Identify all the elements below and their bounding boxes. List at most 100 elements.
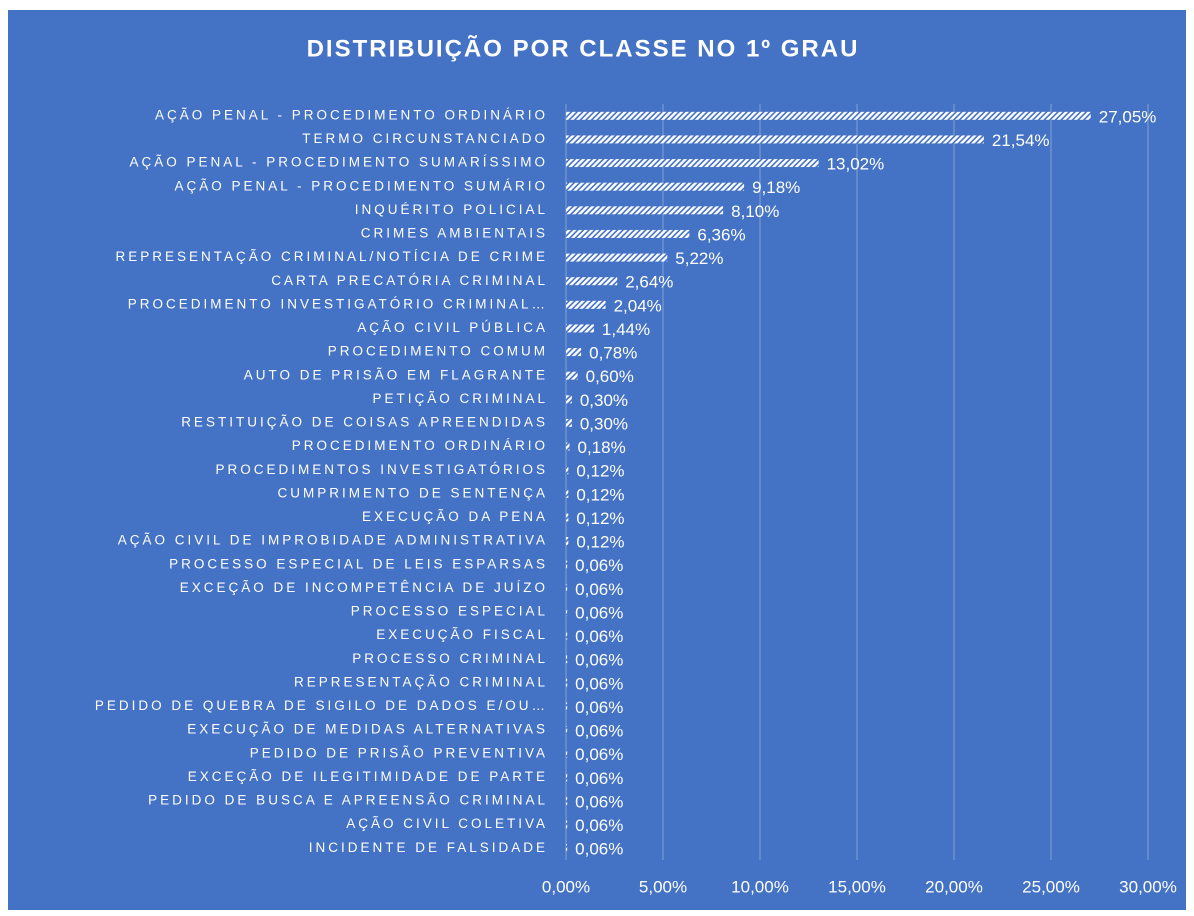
y-tick-label: PEDIDO DE QUEBRA DE SIGILO DE DADOS E/OU… (95, 698, 548, 713)
value-label: 8,10% (731, 202, 779, 221)
value-label: 0,30% (580, 414, 628, 433)
x-tick-label: 20,00% (925, 877, 983, 896)
y-tick-label: INQUÉRITO POLICIAL (355, 202, 548, 217)
value-label: 0,06% (575, 556, 623, 575)
bar (566, 655, 568, 664)
value-label: 0,06% (575, 792, 623, 811)
x-tick-label: 30,00% (1119, 877, 1177, 896)
value-label: 0,12% (576, 485, 624, 504)
bar (566, 395, 572, 404)
value-label: 0,06% (575, 603, 623, 622)
x-tick-label: 5,00% (639, 877, 687, 896)
bar (566, 277, 618, 286)
y-tick-label: PROCESSO ESPECIAL DE LEIS ESPARSAS (169, 556, 548, 571)
y-tick-label: AUTO DE PRISÃO EM FLAGRANTE (244, 367, 548, 382)
bar (566, 418, 572, 427)
value-label: 21,54% (992, 131, 1050, 150)
y-tick-label: CUMPRIMENTO DE SENTENÇA (277, 485, 548, 500)
bar (566, 773, 568, 782)
bar (566, 584, 568, 593)
y-tick-label: EXECUÇÃO DE MEDIDAS ALTERNATIVAS (187, 722, 548, 737)
value-label: 0,60% (586, 367, 634, 386)
value-label: 0,06% (575, 580, 623, 599)
bar (566, 348, 582, 357)
y-tick-label: PROCEDIMENTOS INVESTIGATÓRIOS (215, 462, 548, 477)
bar (566, 678, 568, 687)
bar (566, 726, 568, 735)
value-label: 0,06% (575, 674, 623, 693)
bar (566, 135, 984, 144)
y-tick-label: CRIMES AMBIENTAIS (361, 226, 548, 241)
bar (566, 489, 569, 498)
bar (566, 607, 568, 616)
y-tick-label: RESTITUIÇÃO DE COISAS APREENDIDAS (181, 415, 548, 430)
y-tick-label: PETIÇÃO CRIMINAL (372, 391, 548, 406)
value-label: 0,06% (575, 816, 623, 835)
x-tick-label: 15,00% (828, 877, 886, 896)
bar (566, 537, 569, 546)
y-tick-label: PEDIDO DE BUSCA E APREENSÃO CRIMINAL (148, 793, 548, 808)
value-label: 2,64% (625, 273, 673, 292)
value-label: 0,06% (575, 840, 623, 859)
value-label: 0,12% (576, 533, 624, 552)
y-tick-label: AÇÃO CIVIL COLETIVA (346, 816, 548, 831)
bar (566, 560, 568, 569)
value-label: 9,18% (752, 178, 800, 197)
bar (566, 182, 745, 191)
y-tick-label: EXECUÇÃO FISCAL (376, 627, 548, 642)
value-label: 0,12% (576, 462, 624, 481)
value-label: 0,06% (575, 627, 623, 646)
value-label: 0,06% (575, 651, 623, 670)
bar (566, 844, 568, 853)
x-tick-label: 0,00% (542, 877, 590, 896)
value-label: 0,78% (589, 344, 637, 363)
bar (566, 111, 1091, 120)
bar (566, 253, 668, 262)
y-tick-label: PROCESSO CRIMINAL (352, 651, 548, 666)
y-tick-label: REPRESENTAÇÃO CRIMINAL (294, 674, 548, 689)
value-label: 0,06% (575, 769, 623, 788)
y-tick-label: EXCEÇÃO DE ILEGITIMIDADE DE PARTE (188, 769, 548, 784)
value-label: 6,36% (697, 225, 745, 244)
y-tick-label: CARTA PRECATÓRIA CRIMINAL (271, 273, 548, 288)
bar (566, 442, 570, 451)
y-tick-label: PEDIDO DE PRISÃO PREVENTIVA (250, 745, 548, 760)
y-tick-label: AÇÃO PENAL - PROCEDIMENTO SUMÁRIO (174, 178, 548, 193)
value-label: 5,22% (675, 249, 723, 268)
value-label: 0,18% (577, 438, 625, 457)
y-tick-label: INCIDENTE DE FALSIDADE (309, 840, 548, 855)
value-label: 0,06% (575, 722, 623, 741)
x-tick-label: 10,00% (731, 877, 789, 896)
bar (566, 300, 606, 309)
y-tick-label: REPRESENTAÇÃO CRIMINAL/NOTÍCIA DE CRIME (115, 249, 548, 264)
bar (566, 229, 690, 238)
y-tick-label: PROCESSO ESPECIAL (351, 604, 548, 619)
bar (566, 324, 594, 333)
value-label: 0,12% (576, 509, 624, 528)
x-tick-label: 25,00% (1022, 877, 1080, 896)
bar (566, 749, 568, 758)
y-tick-label: PROCEDIMENTO INVESTIGATÓRIO CRIMINAL… (128, 296, 548, 311)
value-label: 13,02% (827, 155, 885, 174)
y-tick-label: AÇÃO CIVIL PÚBLICA (357, 320, 548, 335)
y-tick-label: EXCEÇÃO DE INCOMPETÊNCIA DE JUÍZO (180, 580, 548, 595)
value-label: 0,06% (575, 745, 623, 764)
y-tick-label: PROCEDIMENTO COMUM (328, 344, 548, 359)
y-tick-label: EXECUÇÃO DA PENA (362, 509, 548, 524)
value-label: 27,05% (1099, 107, 1157, 126)
value-label: 0,06% (575, 698, 623, 717)
bar (566, 513, 569, 522)
bar (566, 206, 724, 215)
bar (566, 466, 569, 475)
y-tick-label: AÇÃO CIVIL DE IMPROBIDADE ADMINISTRATIVA (118, 533, 548, 548)
bar (566, 702, 568, 711)
bar (566, 159, 819, 168)
chart-title: DISTRIBUIÇÃO POR CLASSE NO 1º GRAU (307, 34, 860, 62)
y-tick-label: AÇÃO PENAL - PROCEDIMENTO SUMARÍSSIMO (129, 155, 548, 170)
value-label: 1,44% (602, 320, 650, 339)
bar (566, 796, 568, 805)
value-label: 0,30% (580, 391, 628, 410)
bar (566, 371, 578, 380)
bar (566, 631, 568, 640)
